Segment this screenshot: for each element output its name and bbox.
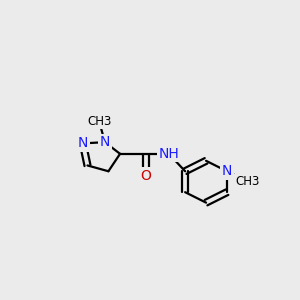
Text: CH3: CH3	[236, 175, 260, 188]
Text: N: N	[100, 135, 110, 149]
Text: N: N	[222, 164, 232, 178]
Text: CH3: CH3	[87, 115, 111, 128]
Text: N: N	[78, 136, 88, 150]
Text: O: O	[140, 169, 151, 183]
Text: NH: NH	[158, 147, 179, 161]
